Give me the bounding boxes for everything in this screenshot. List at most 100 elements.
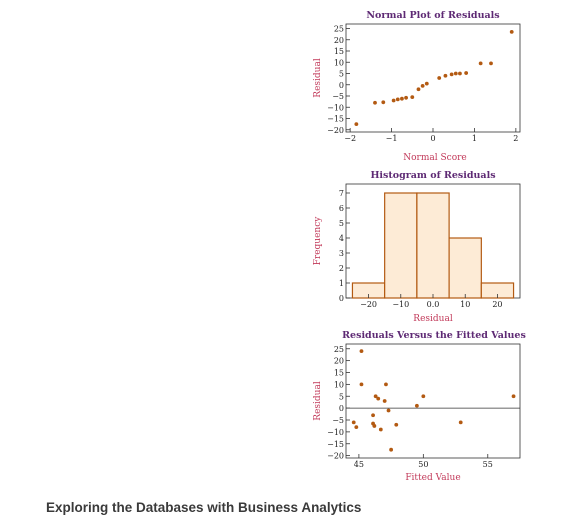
normal-plot-x-tick-label: −2 <box>344 134 356 143</box>
residuals-vs-fitted-y-tick-label: −5 <box>332 416 344 425</box>
residuals-vs-fitted-x-tick-label: 45 <box>354 460 364 469</box>
normal-plot-x-tick-label: −1 <box>386 134 398 143</box>
normal-plot-point <box>509 29 514 34</box>
residuals-vs-fitted-x-label: Fitted Value <box>405 473 460 483</box>
residuals-vs-fitted-y-tick-label: 15 <box>334 369 344 378</box>
residuals-vs-fitted-point <box>382 399 387 403</box>
histogram-x-tick-label: −10 <box>392 300 409 309</box>
normal-plot-y-tick-label: −15 <box>327 115 344 124</box>
residuals-vs-fitted-x-ticks: 45 50 55 <box>354 454 493 469</box>
residuals-vs-fitted-point <box>371 413 375 418</box>
residuals-vs-fitted-point <box>354 425 359 430</box>
residuals-vs-fitted-frame <box>345 343 521 459</box>
normal-plot-y-tick-label: 0 <box>339 81 344 90</box>
residuals-vs-fitted-point <box>351 420 356 425</box>
residuals-vs-fitted-y-tick-label: −10 <box>327 428 344 437</box>
normal-plot-y-label: Residual <box>313 58 323 98</box>
histogram-bar <box>384 192 418 299</box>
histogram-panel: Histogram of Residuals 0 1 2 3 4 5 6 7 −20 −10 0.… <box>313 170 521 324</box>
residuals-vs-fitted-point <box>372 424 377 428</box>
normal-plot-y-tick-label: 15 <box>334 47 344 56</box>
histogram-x-ticks: −20 −10 0.0 10 20 <box>360 294 503 309</box>
normal-plot-point <box>458 71 462 76</box>
residuals-vs-fitted-y-tick-label: 0 <box>339 404 344 413</box>
normal-plot-point <box>464 71 469 75</box>
normal-plot-y-tick-label: −20 <box>327 126 344 135</box>
histogram-bars <box>351 192 515 299</box>
residuals-vs-fitted-y-tick-label: 25 <box>334 345 344 354</box>
residuals-vs-fitted-y-tick-label: 5 <box>339 392 344 401</box>
residuals-vs-fitted-point <box>359 382 364 387</box>
residuals-vs-fitted-title: Residuals Versus the Fitted Values <box>342 330 526 341</box>
histogram-x-tick-label: 0.0 <box>427 300 440 309</box>
normal-plot-point <box>443 73 448 78</box>
residuals-vs-fitted-y-label: Residual <box>313 381 323 421</box>
histogram-y-tick-label: 5 <box>339 219 344 228</box>
residuals-vs-fitted-x-tick-label: 50 <box>418 460 428 469</box>
histogram-y-tick-label: 0 <box>339 294 344 303</box>
normal-plot-x-tick-label: 2 <box>513 134 518 143</box>
residuals-vs-fitted-point <box>458 420 463 425</box>
normal-plot-point <box>381 100 386 105</box>
normal-plot-point <box>373 100 377 105</box>
histogram-y-tick-label: 6 <box>339 204 344 213</box>
histogram-y-tick-label: 4 <box>339 234 344 243</box>
histogram-x-tick-label: 20 <box>492 300 502 309</box>
histogram-x-tick-label: 10 <box>460 300 470 309</box>
normal-plot-point <box>404 95 408 100</box>
residuals-vs-fitted-point <box>389 447 394 452</box>
residuals-vs-fitted-point <box>373 394 378 399</box>
histogram-y-tick-label: 7 <box>339 189 344 198</box>
residuals-vs-fitted-panel: Residuals Versus the Fitted Values −20 −1… <box>313 330 526 483</box>
normal-plot-point <box>449 72 454 77</box>
residuals-vs-fitted-point <box>359 349 364 354</box>
normal-plot-point <box>424 81 429 86</box>
residuals-vs-fitted-y-tick-label: 10 <box>334 380 344 389</box>
histogram-bar <box>448 237 482 299</box>
histogram-y-tick-label: 3 <box>339 249 344 258</box>
residuals-vs-fitted-y-tick-label: −20 <box>327 452 344 461</box>
histogram-title: Histogram of Residuals <box>370 170 495 181</box>
normal-plot-y-ticks: −20 −15 −10 −5 0 5 10 15 20 25 <box>327 25 350 135</box>
normal-plot-point <box>395 97 400 102</box>
normal-plot-points <box>354 29 514 127</box>
residuals-vs-fitted-x-tick-label: 55 <box>483 460 493 469</box>
normal-plot-title: Normal Plot of Residuals <box>366 10 499 21</box>
histogram-y-ticks: 0 1 2 3 4 5 6 7 <box>339 189 350 303</box>
normal-plot-y-tick-label: −10 <box>327 103 344 112</box>
normal-plot-x-ticks: −2 −1 0 1 2 <box>344 128 518 143</box>
residuals-vs-fitted-point <box>378 427 383 432</box>
normal-plot-point <box>420 83 425 88</box>
residuals-vs-fitted-point <box>511 394 516 399</box>
residuals-vs-fitted-point <box>386 408 391 413</box>
normal-plot-x-tick-label: 0 <box>430 134 435 143</box>
normal-plot-point <box>410 95 415 100</box>
residuals-vs-fitted-point <box>414 403 419 408</box>
normal-plot-point <box>453 71 458 76</box>
residuals-vs-fitted-y-tick-label: 20 <box>334 357 344 366</box>
normal-plot-x-tick-label: 1 <box>472 134 477 143</box>
residuals-vs-fitted-point <box>394 422 399 427</box>
histogram-bar <box>416 192 450 299</box>
normal-plot-x-label: Normal Score <box>403 153 467 163</box>
residuals-vs-fitted-point <box>376 396 381 401</box>
normal-plot-point <box>400 96 404 101</box>
normal-plot-y-tick-label: −5 <box>332 92 344 101</box>
normal-plot-y-tick-label: 10 <box>334 58 344 67</box>
normal-plot-point <box>391 98 396 103</box>
residuals-vs-fitted-points <box>351 349 516 452</box>
residuals-vs-fitted-point <box>421 394 426 399</box>
normal-plot-point <box>354 122 359 127</box>
residuals-vs-fitted-y-ticks: −20 −15 −10 −5 0 5 10 15 20 25 <box>327 345 350 461</box>
normal-plot-point <box>437 76 442 80</box>
normal-plot-frame <box>345 23 521 133</box>
normal-plot-panel: Normal Plot of Residuals −20−15−10−50510… <box>313 10 521 163</box>
normal-plot-y-tick-label: 20 <box>334 36 344 45</box>
histogram-y-tick-label: 1 <box>339 279 344 288</box>
histogram-x-label: Residual <box>413 314 453 324</box>
normal-plot-y-tick-label: 25 <box>334 25 344 34</box>
footer-heading: Exploring the Databases with Business An… <box>46 500 362 515</box>
residuals-vs-fitted-point <box>384 382 388 387</box>
normal-plot-y-tick-label: 5 <box>339 70 344 79</box>
